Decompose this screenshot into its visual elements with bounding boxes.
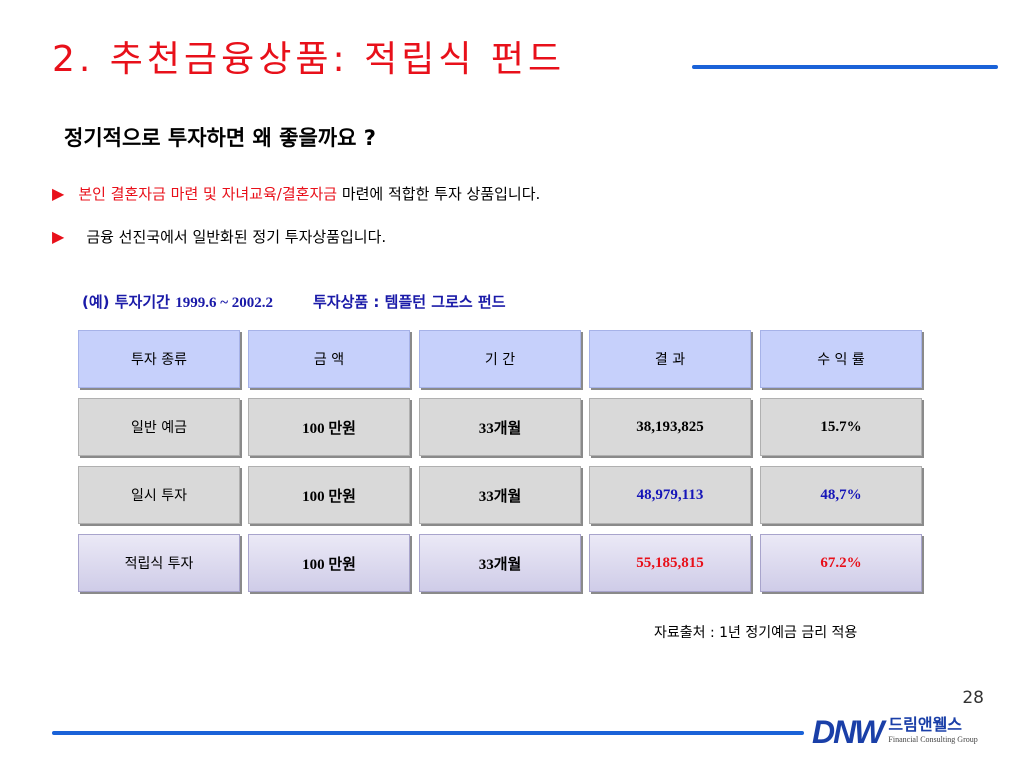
page-number: 28 bbox=[962, 688, 984, 708]
footer-rule bbox=[52, 731, 804, 735]
table-cell: 48,979,113 bbox=[589, 466, 751, 524]
bullet-1-text: 마련에 적합한 투자 상품입니다. bbox=[337, 185, 541, 203]
table-header-period: 기 간 bbox=[419, 330, 581, 388]
table-header-type: 투자 종류 bbox=[78, 330, 240, 388]
table-cell: 67.2% bbox=[760, 534, 922, 592]
table-cell: 100 만원 bbox=[248, 466, 410, 524]
source-note: 자료출처 : 1년 정기예금 금리 적용 bbox=[654, 625, 858, 641]
table-cell: 55,185,815 bbox=[589, 534, 751, 592]
bullet-1-highlight: 본인 결혼자금 마련 및 자녀교육/결혼자금 bbox=[78, 185, 338, 203]
table-cell: 33개월 bbox=[419, 398, 581, 456]
table-cell: 48,7% bbox=[760, 466, 922, 524]
title-rule bbox=[692, 65, 998, 69]
triangle-bullet-icon: ▶ bbox=[52, 227, 65, 246]
logo-english: Financial Consulting Group bbox=[888, 735, 978, 744]
table-cell: 100 만원 bbox=[248, 398, 410, 456]
company-logo: DNW 드림앤웰스 Financial Consulting Group bbox=[812, 714, 978, 750]
example-prefix: (예) bbox=[82, 293, 110, 311]
table-header-yield: 수 익 률 bbox=[760, 330, 922, 388]
table-cell: 일반 예금 bbox=[78, 398, 240, 456]
table-header-amount: 금 액 bbox=[248, 330, 410, 388]
table-cell: 적립식 투자 bbox=[78, 534, 240, 592]
table-cell: 33개월 bbox=[419, 534, 581, 592]
slide-subtitle: 정기적으로 투자하면 왜 좋을까요 ? bbox=[64, 126, 376, 150]
table-cell: 15.7% bbox=[760, 398, 922, 456]
logo-korean: 드림앤웰스 bbox=[888, 715, 963, 734]
bullet-2: ▶ 금융 선진국에서 일반화된 정기 투자상품입니다. bbox=[52, 226, 386, 247]
example-line: (예) 투자기간 1999.6 ~ 2002.2 투자상품 : 템플턴 그로스 펀… bbox=[82, 291, 506, 312]
table-cell: 38,193,825 bbox=[589, 398, 751, 456]
period-value: 1999.6 ~ 2002.2 bbox=[175, 295, 273, 311]
period-label: 투자기간 bbox=[114, 293, 170, 311]
bullet-2-text: 금융 선진국에서 일반화된 정기 투자상품입니다. bbox=[86, 228, 387, 246]
bullet-1: ▶ 본인 결혼자금 마련 및 자녀교육/결혼자금 마련에 적합한 투자 상품입니다… bbox=[52, 183, 540, 204]
triangle-bullet-icon: ▶ bbox=[52, 184, 65, 203]
product-label: 투자상품 : 템플턴 그로스 펀드 bbox=[313, 293, 506, 311]
table-cell: 33개월 bbox=[419, 466, 581, 524]
table-header-result: 결 과 bbox=[589, 330, 751, 388]
table-cell: 일시 투자 bbox=[78, 466, 240, 524]
table-cell: 100 만원 bbox=[248, 534, 410, 592]
slide-title: 2. 추천금융상품: 적립식 펀드 bbox=[52, 39, 566, 80]
logo-mark: DNW bbox=[812, 714, 884, 750]
